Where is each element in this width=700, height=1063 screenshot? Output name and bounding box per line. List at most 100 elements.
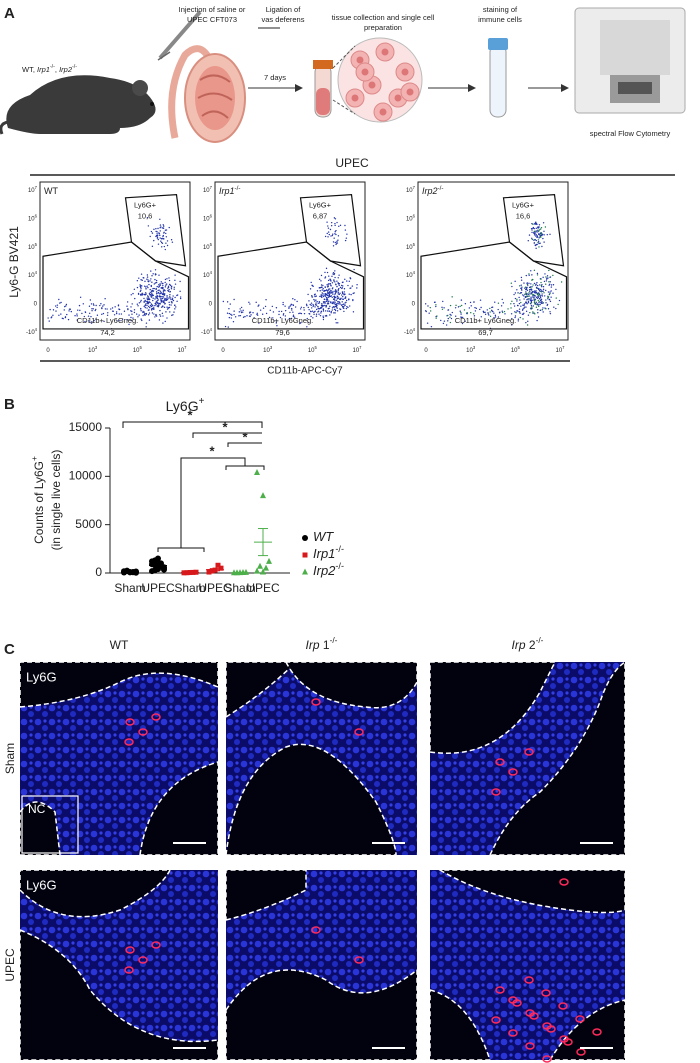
event-dot — [489, 311, 491, 313]
event-dot — [349, 277, 352, 280]
text-run: 10 — [308, 348, 315, 354]
event-dot — [322, 293, 324, 295]
ly6g-cell — [559, 878, 569, 886]
gate-value: 79,6 — [275, 328, 290, 337]
event-dot — [142, 277, 144, 279]
event-dot — [352, 299, 354, 301]
event-dot — [353, 268, 355, 271]
event-dot — [141, 319, 143, 322]
event-dot — [168, 304, 171, 306]
event-dot — [339, 286, 342, 289]
ly6g-cell — [491, 1016, 501, 1024]
event-dot — [327, 302, 329, 305]
event-dot — [341, 287, 343, 290]
event-dot — [525, 310, 528, 313]
event-dot — [76, 315, 78, 317]
event-dot — [536, 319, 538, 322]
event-dot — [529, 290, 531, 293]
event-dot — [514, 292, 517, 294]
y-tick-label: 105 — [28, 241, 38, 250]
event-dot — [540, 281, 542, 284]
event-dot — [338, 225, 340, 228]
event-dot — [483, 311, 485, 314]
event-dot — [158, 319, 161, 321]
event-dot — [532, 305, 534, 307]
event-dot — [147, 314, 150, 316]
chart-title: Ly6G+ — [166, 396, 205, 414]
event-dot — [539, 242, 541, 244]
event-dot — [549, 281, 551, 283]
text-run: 7 — [413, 185, 416, 190]
event-dot — [258, 304, 260, 306]
event-dot — [170, 239, 173, 241]
event-dot — [155, 303, 157, 306]
text-run: 3 — [95, 345, 98, 350]
y-tick-label: 5000 — [75, 517, 102, 531]
y-tick-label: 107 — [406, 185, 416, 194]
event-dot — [170, 297, 172, 299]
event-dot — [473, 315, 476, 317]
ly6g-cell — [524, 976, 534, 984]
event-dot — [459, 305, 461, 308]
event-dot — [517, 292, 519, 294]
tubule-border — [429, 661, 557, 754]
event-dot — [147, 298, 149, 301]
event-dot — [155, 228, 157, 230]
event-dot — [282, 301, 284, 304]
significance-star: * — [187, 407, 193, 422]
event-dot — [525, 288, 528, 290]
event-dot — [514, 297, 517, 300]
event-dot — [351, 285, 354, 287]
event-dot — [514, 315, 517, 317]
event-dot — [336, 280, 338, 282]
event-dot — [162, 290, 165, 292]
event-dot — [120, 313, 123, 315]
event-dot — [320, 310, 323, 313]
event-dot — [155, 313, 157, 316]
event-dot — [544, 273, 546, 275]
event-dot — [317, 305, 319, 308]
y-tick-label: 15000 — [69, 420, 103, 434]
event-dot — [322, 318, 325, 321]
tubule-border — [19, 801, 61, 856]
event-dot — [454, 315, 457, 317]
ly6g-cell — [138, 728, 148, 736]
event-dot — [331, 307, 334, 309]
event-dot — [140, 287, 142, 289]
event-dot — [327, 231, 330, 233]
text-run: 0 — [34, 301, 38, 307]
event-dot — [522, 313, 524, 316]
event-dot — [284, 318, 287, 320]
event-dot — [172, 299, 175, 302]
event-dot — [264, 305, 267, 308]
event-dot — [521, 286, 523, 288]
event-dot — [153, 313, 155, 315]
event-dot — [497, 308, 499, 311]
event-dot — [137, 293, 140, 295]
event-dot — [329, 295, 332, 298]
event-dot — [516, 298, 518, 301]
event-dot — [155, 230, 157, 233]
event-dot — [332, 273, 334, 275]
event-dot — [501, 310, 503, 312]
event-dot — [238, 315, 240, 317]
event-dot — [258, 322, 260, 324]
micrograph: Ly6G NC — [19, 661, 219, 856]
event-dot — [319, 314, 322, 317]
event-dot — [154, 316, 156, 318]
event-dot — [460, 299, 463, 301]
event-dot — [348, 293, 350, 295]
event-dot — [327, 236, 329, 238]
event-dot — [56, 304, 59, 306]
event-dot — [526, 293, 529, 295]
event-dot — [161, 287, 163, 289]
event-dot — [152, 308, 154, 310]
event-dot — [148, 312, 151, 314]
event-dot — [487, 312, 489, 314]
event-dot — [141, 279, 143, 282]
event-dot — [527, 314, 530, 316]
event-dot — [542, 307, 544, 309]
event-dot — [333, 312, 335, 314]
event-dot — [513, 305, 516, 307]
data-point — [266, 557, 272, 564]
